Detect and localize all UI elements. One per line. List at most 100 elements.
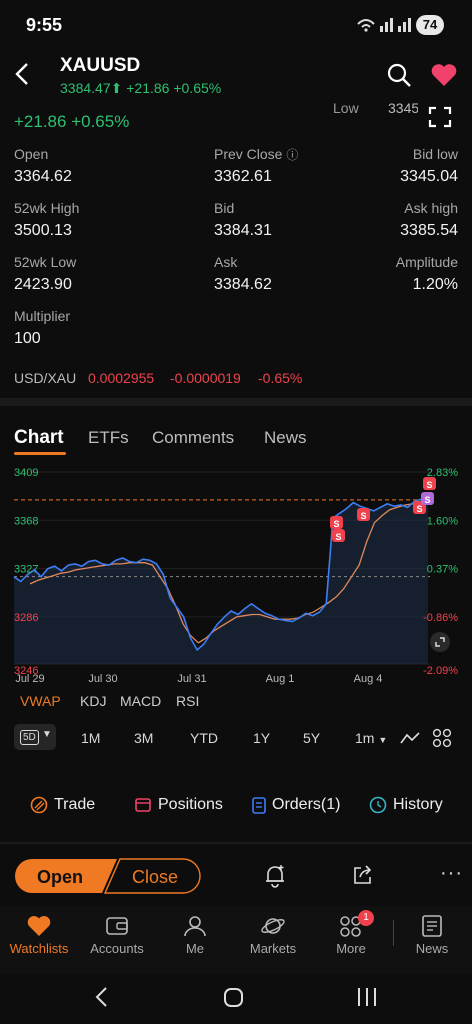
y-tick-label: 3286 [14,612,38,624]
x-tick-label: Jul 31 [177,673,206,685]
search-icon[interactable] [386,62,412,88]
y-pct-tick-label: -2.09% [423,665,458,677]
tab-comments[interactable]: Comments [152,428,234,448]
ask-high-label: Ask high [404,200,458,216]
system-nav [0,974,472,1024]
wk-low-label: 52wk Low [14,254,76,270]
fullscreen-icon [418,96,462,136]
nav-watchlists[interactable]: Watchlists [4,914,74,956]
nav-markets[interactable]: Markets [238,914,308,956]
fullscreen-button[interactable] [418,96,462,136]
info-icon[interactable]: ⓘ [286,148,298,162]
close-button[interactable]: Close [132,867,178,888]
system-home-icon[interactable] [222,986,246,1010]
nav-news[interactable]: News [397,914,467,956]
nav-accounts-label: Accounts [82,941,152,956]
tab-news[interactable]: News [264,428,307,448]
chart-svg[interactable]: 3409 2.83% 3368 1.60% 3327 0.37% 3286 -0.86% 324… [0,460,472,690]
nav-accounts[interactable]: Accounts [82,914,152,956]
amplitude-label: Amplitude [396,254,458,270]
period-5y[interactable]: 5Y [303,730,320,746]
ask-label: Ask [214,254,237,270]
nav-more[interactable]: More 1 [316,914,386,956]
bid-value: 3384.31 [214,222,272,240]
grid-settings-icon[interactable] [432,728,452,748]
nav-me-label: Me [160,941,230,956]
interval-dropdown[interactable]: 1m ▼ [355,730,387,746]
signal-icon [356,16,416,34]
section-divider [0,842,472,844]
back-icon[interactable] [12,62,34,86]
y-pct-tick-label: -0.86% [423,612,458,624]
ask-high-value: 3385.54 [400,222,458,240]
open-button[interactable]: Open [37,867,83,888]
nav-news-label: News [397,941,467,956]
multiplier-value: 100 [14,330,41,348]
svg-text:S: S [360,511,366,521]
orders-label: Orders(1) [272,796,340,814]
x-tick-label: Jul 30 [88,673,117,685]
indicator-kdj[interactable]: KDJ [80,693,106,709]
trade-label: Trade [54,796,95,814]
ask-value: 3384.62 [214,276,272,294]
nav-me[interactable]: Me [160,914,230,956]
x-tick-label: Jul 29 [15,673,44,685]
sell-marker[interactable]: S [332,529,345,542]
indicator-macd[interactable]: MACD [120,693,161,709]
indicator-vwap[interactable]: VWAP [20,693,61,709]
system-recents-icon[interactable] [356,986,378,1008]
dropdown-arrow-icon: ▼ [42,729,52,740]
period-dropdown[interactable]: 5D ▼ [14,724,56,750]
sell-marker[interactable]: S [330,516,343,529]
peek-change: +21.86 +0.65% [14,112,129,132]
trade-bar: Open Close ··· [0,848,472,906]
more-options-icon[interactable]: ··· [440,862,463,885]
history-icon [369,796,387,814]
prev-close-value: 3362.61 [214,168,272,186]
indicator-rsi[interactable]: RSI [176,693,199,709]
header-price-value: 3384.47 [60,80,111,96]
wallet-icon [104,914,130,938]
bid-low-value: 3345.04 [400,168,458,186]
heart-icon [26,914,52,938]
period-3m[interactable]: 3M [134,730,153,746]
y-tick-label: 3409 [14,467,38,479]
x-tick-label: Aug 4 [354,673,383,685]
stats-panel: Low 3345.0 +21.86 +0.65% Open 3364.62 Pr… [0,108,472,398]
collapse-chart-button[interactable] [430,632,450,652]
usdxau-label: USD/XAU [14,370,76,386]
tab-chart[interactable]: Chart [14,427,64,449]
bid-low-label: Bid low [413,146,458,162]
section-divider [0,398,472,406]
system-back-icon[interactable] [92,986,112,1008]
wk-high-value: 3500.13 [14,222,72,240]
sell-marker[interactable]: S [357,508,370,521]
sell-marker[interactable]: S [423,477,436,490]
news-icon [419,914,445,938]
period-1m[interactable]: 1M [81,730,100,746]
nav-markets-label: Markets [238,941,308,956]
line-style-icon[interactable] [400,730,420,746]
period-selected: 5D [20,730,39,745]
peek-low-label: Low [333,100,359,116]
alert-bell-icon[interactable] [264,864,286,888]
svg-text:S: S [333,519,339,529]
sell-marker[interactable]: S [421,492,434,505]
status-time: 9:55 [26,15,62,36]
tab-etfs[interactable]: ETFs [88,428,129,448]
period-1y[interactable]: 1Y [253,730,270,746]
price-chart[interactable]: 3409 2.83% 3368 1.60% 3327 0.37% 3286 -0.86% 324… [0,460,472,690]
nav-more-label: More [316,941,386,956]
tab-underline [14,452,66,455]
share-icon[interactable] [352,864,374,886]
header-change-pct: +0.65% [173,80,221,96]
x-tick-label: Aug 1 [266,673,295,685]
wk-low-value: 2423.90 [14,276,72,294]
trade-icon [30,796,48,814]
status-bar: 9:55 74 [0,0,472,52]
period-ytd[interactable]: YTD [190,730,218,746]
notification-badge: 1 [358,910,374,926]
heart-icon[interactable] [430,62,458,88]
usdxau-value: 0.0002955 [88,370,154,386]
nav-watchlists-label: Watchlists [4,941,74,956]
